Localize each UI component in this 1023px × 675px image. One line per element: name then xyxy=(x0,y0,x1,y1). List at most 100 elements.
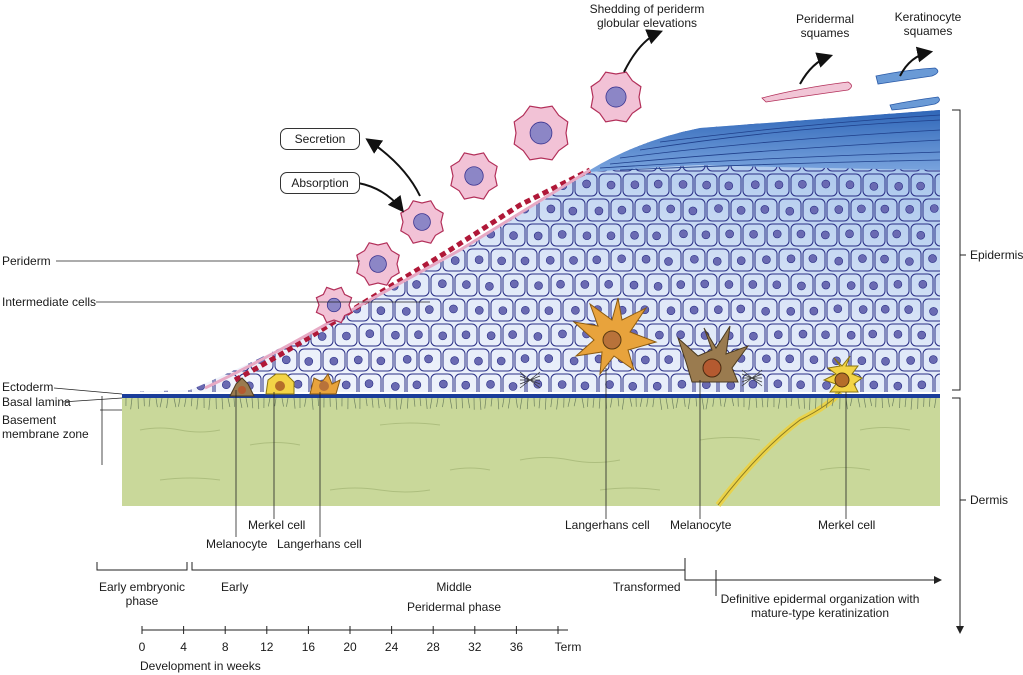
anchoring-fibril xyxy=(335,397,338,410)
anchoring-fibril xyxy=(317,397,320,407)
cell-nucleus xyxy=(965,231,973,239)
epidermal-cell xyxy=(959,224,981,246)
epidermal-cell xyxy=(947,199,969,221)
epidermal-cell xyxy=(514,348,538,372)
cell-nucleus xyxy=(678,180,688,189)
epidermal-cell xyxy=(550,323,574,347)
epidermal-cell xyxy=(971,299,993,321)
anchoring-fibril xyxy=(910,397,913,410)
epidermal-cell xyxy=(778,198,802,222)
cell-nucleus xyxy=(702,180,711,190)
epidermal-cell xyxy=(862,373,886,392)
cell-nucleus xyxy=(569,110,578,116)
epidermal-cell xyxy=(790,323,814,347)
cell-nucleus xyxy=(821,330,830,340)
epidermal-cell xyxy=(478,323,502,347)
cell-nucleus xyxy=(126,131,136,141)
dermis-texture xyxy=(139,422,911,493)
cell-nucleus xyxy=(497,256,506,266)
cell-nucleus xyxy=(125,380,135,390)
epidermal-cell xyxy=(622,273,646,297)
cell-nucleus xyxy=(786,110,796,115)
dermis-bracket xyxy=(952,397,966,630)
epidermal-cell xyxy=(778,110,802,122)
cell-nucleus xyxy=(726,381,736,390)
cell-nucleus xyxy=(941,330,949,338)
cell-nucleus xyxy=(246,181,256,191)
epidermal-cell xyxy=(262,223,286,247)
ectoderm-label: Ectoderm xyxy=(2,380,54,394)
anchoring-fibril xyxy=(461,397,463,409)
epidermal-cell xyxy=(1007,124,1023,146)
anchoring-fibril xyxy=(221,397,224,410)
cell-nucleus xyxy=(679,229,688,239)
epidermal-cell xyxy=(658,298,682,322)
epidermal-cell xyxy=(598,123,622,147)
cell-nucleus xyxy=(342,230,352,239)
anchoring-fibril xyxy=(723,397,727,407)
epidermal-cell xyxy=(862,323,886,347)
cell-nucleus xyxy=(184,110,194,116)
epidermal-cell xyxy=(730,110,754,122)
epidermal-cell xyxy=(874,198,898,222)
epidermal-cell xyxy=(490,110,514,122)
epidermal-cell xyxy=(490,348,514,372)
cell-nucleus xyxy=(979,155,987,163)
epidermal-cell xyxy=(850,248,874,272)
epidermal-cell xyxy=(802,110,826,122)
timeline-tick-label: 32 xyxy=(468,640,482,654)
epidermal-cell xyxy=(238,323,262,347)
anchoring-fibril xyxy=(515,397,518,408)
epidermal-cell xyxy=(358,373,382,392)
epidermal-cell xyxy=(802,298,826,322)
timeline-axis-label: Development in weeks xyxy=(140,659,261,673)
epidermal-cell xyxy=(502,373,526,392)
epidermal-cell xyxy=(490,298,514,322)
timeline-tick-label: 24 xyxy=(384,640,399,654)
transformed-phase-label: Transformed xyxy=(613,580,681,594)
timeline-axis xyxy=(141,626,568,634)
epidermal-cell xyxy=(502,173,526,197)
cell-nucleus xyxy=(991,180,999,188)
epidermal-cell xyxy=(418,110,442,122)
cell-nucleus xyxy=(209,304,218,314)
anchoring-fibril xyxy=(365,397,368,407)
cell-nucleus xyxy=(701,230,711,240)
anchoring-fibril xyxy=(592,397,595,408)
cell-nucleus xyxy=(136,205,146,215)
epidermal-cell xyxy=(322,110,346,122)
stratum-lines xyxy=(599,114,941,171)
epidermal-cell xyxy=(178,348,202,372)
anchoring-fibril xyxy=(809,397,811,410)
cell-nucleus xyxy=(172,280,181,290)
cell-nucleus xyxy=(724,181,734,191)
cell-nucleus xyxy=(629,280,639,290)
cell-nucleus xyxy=(281,255,291,265)
early-phase-label: Early xyxy=(221,580,249,594)
epidermal-cell xyxy=(142,123,166,147)
timeline-tick-label: 28 xyxy=(426,640,440,654)
epidermal-cell xyxy=(442,298,466,322)
cell-nucleus xyxy=(570,156,579,165)
epidermal-cell xyxy=(322,148,346,172)
epidermal-cell xyxy=(838,273,862,297)
cell-nucleus xyxy=(437,180,447,189)
epidermis-label: Epidermis xyxy=(970,248,1023,262)
cell-nucleus xyxy=(666,204,675,214)
epidermal-cell xyxy=(334,323,358,347)
anchoring-fibril xyxy=(629,397,633,407)
cell-nucleus xyxy=(869,281,878,291)
cell-nucleus xyxy=(1015,132,1023,140)
cell-nucleus xyxy=(256,306,266,315)
cell-nucleus xyxy=(208,255,217,265)
cell-nucleus xyxy=(653,179,663,189)
epidermal-cell xyxy=(454,323,478,347)
cell-nucleus xyxy=(773,379,783,389)
cell-nucleus xyxy=(412,380,422,390)
cell-nucleus xyxy=(162,304,172,313)
anchoring-fibril xyxy=(184,397,187,407)
anchoring-fibril xyxy=(621,397,625,410)
epidermal-cell xyxy=(983,324,1005,346)
cell-nucleus xyxy=(762,354,771,364)
cell-nucleus xyxy=(989,132,997,140)
